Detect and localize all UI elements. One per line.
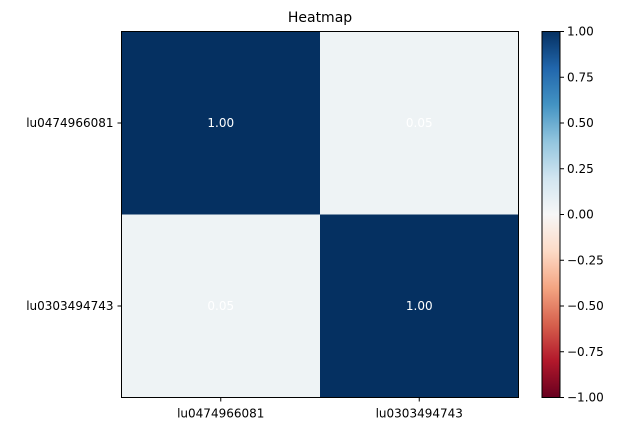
- colorbar-tick-label: −1.00: [567, 391, 604, 405]
- heatmap-cells: [121, 31, 519, 398]
- colorbar-axis: 1.00 0.75 0.50 0.25 0.00 −0.25 −0.50 −0.75 −1.00: [560, 25, 604, 405]
- heatmap-cell: [121, 214, 320, 398]
- heatmap-cell: [320, 214, 519, 398]
- y-tick-label: lu0474966081: [26, 116, 113, 130]
- y-axis: lu0474966081 lu0303494743: [26, 116, 122, 313]
- colorbar-tick-label: −0.75: [567, 345, 604, 359]
- colorbar-tick-label: 0.25: [567, 162, 594, 176]
- colorbar-tick-label: −0.50: [567, 299, 604, 313]
- colorbar-tick-label: 0.50: [567, 116, 594, 130]
- colorbar-tick-label: −0.25: [567, 253, 604, 267]
- heatmap-cell: [121, 31, 320, 215]
- colorbar-tick-label: 0.75: [567, 70, 594, 84]
- colorbar-tick-label: 1.00: [567, 25, 594, 39]
- chart-title: Heatmap: [288, 10, 352, 26]
- x-axis: lu0474966081 lu0303494743: [177, 397, 463, 421]
- heatmap-cell: [320, 31, 519, 215]
- plot-frame: [121, 31, 519, 398]
- y-tick-label: lu0303494743: [26, 299, 113, 313]
- cell-value-label: 0.05: [207, 299, 234, 313]
- heatmap-cell-labels: 1.00 0.05 0.05 1.00: [207, 116, 432, 313]
- cell-value-label: 0.05: [406, 116, 433, 130]
- x-tick-label: lu0474966081: [177, 407, 264, 421]
- cell-value-label: 1.00: [406, 299, 433, 313]
- colorbar-tick-label: 0.00: [567, 208, 594, 222]
- colorbar: [541, 31, 561, 398]
- cell-value-label: 1.00: [207, 116, 234, 130]
- x-tick-label: lu0303494743: [376, 407, 463, 421]
